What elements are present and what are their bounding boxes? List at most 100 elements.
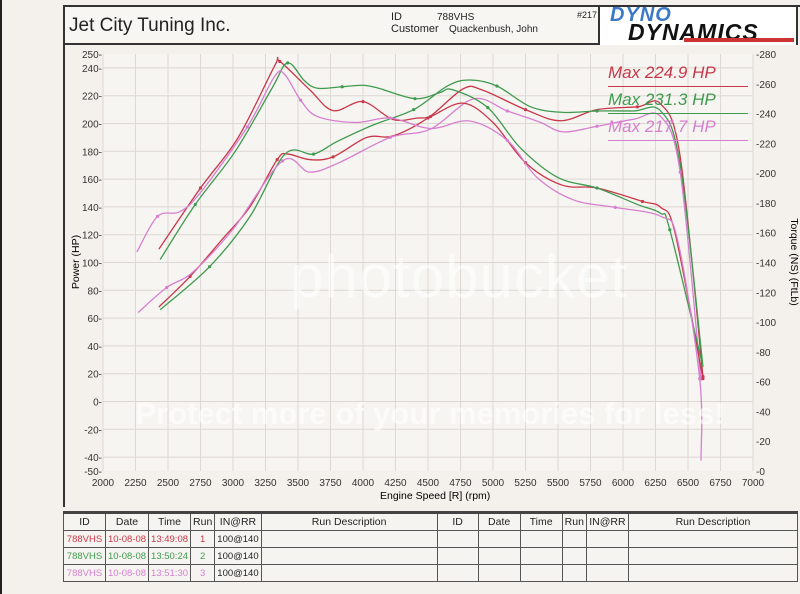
chart-axes: 2000 2250 2500 2750 3000 3250 3500 3750 4000 4250… xyxy=(82,50,776,489)
x-tick-label: 3750 xyxy=(319,478,342,489)
data-point-run3-power xyxy=(165,285,169,290)
data-point-run2-power xyxy=(208,265,212,269)
series-run2-power xyxy=(159,79,704,367)
col-id: ID xyxy=(63,511,106,531)
data-point-run3-torque xyxy=(388,116,392,120)
x-tick-label: 6000 xyxy=(612,478,635,489)
x-tick-label: 2000 xyxy=(92,478,115,489)
data-point-run3-power xyxy=(388,135,392,139)
x-tick-label: 3250 xyxy=(254,478,277,489)
data-point-run1-torque xyxy=(198,186,203,190)
x-axis-label: Engine Speed [R] (rpm) xyxy=(380,490,490,502)
y2-tick-label: -60 xyxy=(756,378,771,389)
y2-tick-label: -0 xyxy=(756,467,765,478)
logo-text-dyno: DYNO xyxy=(610,7,672,26)
x-tick-label: 4750 xyxy=(449,478,472,489)
y2-tick-label: -180 xyxy=(756,199,776,210)
y-tick-label: 220- xyxy=(82,92,102,103)
data-point-run2-torque xyxy=(413,97,417,101)
data-point-run2-power xyxy=(595,109,599,113)
report-header: Jet City Tuning Inc. ID 788VHS Customer … xyxy=(63,5,798,45)
company-name: Jet City Tuning Inc. xyxy=(69,15,231,36)
scan-edge xyxy=(0,0,2,594)
y-tick-label: -40- xyxy=(84,453,102,464)
x-tick-label: 6250 xyxy=(644,478,667,489)
data-point-run1-torque xyxy=(278,59,282,64)
legend-item-run2: Max 231.3 HP xyxy=(608,87,748,114)
y2-tick-label: -160 xyxy=(756,229,776,240)
data-point-run3-power xyxy=(505,109,509,113)
x-tick-label: 5000 xyxy=(482,478,505,489)
data-point-run2-torque xyxy=(193,202,197,207)
y2-tick-label: -260 xyxy=(756,80,776,91)
cell-inrr: 100@140 xyxy=(214,564,262,582)
data-point-run1-power xyxy=(275,158,279,162)
data-point-run2-power xyxy=(495,84,499,88)
series-run1-torque xyxy=(158,56,704,379)
y-tick-label: 20- xyxy=(88,370,102,381)
cell-time: 13:50:24 xyxy=(148,547,192,565)
x-tick-label: 6750 xyxy=(709,478,732,489)
y-tick-label: 80- xyxy=(88,286,102,297)
watermark-logo-text: photobucket xyxy=(290,243,628,310)
x-tick-label: 2750 xyxy=(189,478,212,489)
x-tick-label: 5500 xyxy=(547,478,570,489)
x-tick-label: 3000 xyxy=(222,478,245,489)
col-date: Date xyxy=(104,511,150,531)
y-tick-label: 0- xyxy=(93,398,102,409)
y2-tick-label: -140 xyxy=(756,259,776,270)
data-point-run1-torque xyxy=(701,377,705,381)
y-tick-label: 160- xyxy=(82,175,102,186)
data-point-run3-torque xyxy=(505,138,509,142)
y2-tick-label: -280 xyxy=(756,50,776,61)
cell-run: 1 xyxy=(190,530,216,548)
y-tick-label: 40- xyxy=(88,342,102,353)
chart-grid xyxy=(102,54,754,471)
run-table: ID Date Time Run IN@RR Run Description I… xyxy=(63,511,799,582)
data-point-run3-power xyxy=(280,159,284,163)
data-point-run2-torque xyxy=(340,85,344,89)
x-tick-label: 4000 xyxy=(352,478,375,489)
col-time-2: Time xyxy=(519,511,563,531)
data-point-run2-torque xyxy=(668,228,672,232)
y-tick-label: 200- xyxy=(82,120,102,131)
cell-id: 788VHS xyxy=(63,530,106,548)
data-point-run2-torque xyxy=(286,61,290,65)
y-tick-label: 240- xyxy=(82,64,102,75)
cell-date: 10-08-08 xyxy=(104,564,150,582)
data-point-run1-power xyxy=(331,155,335,159)
chart-legend: Max 224.9 HP Max 231.3 HP Max 217.7 HP xyxy=(608,60,748,141)
cell-date: 10-08-08 xyxy=(104,530,150,548)
y2-tick-label: -120 xyxy=(756,288,776,299)
cell-inrr: 100@140 xyxy=(214,530,262,548)
cell-run: 3 xyxy=(190,564,216,582)
data-point-run3-torque xyxy=(698,377,702,381)
data-point-run2-power xyxy=(312,152,316,156)
y2-tick-label: -40 xyxy=(756,407,771,418)
x-tick-label: 4500 xyxy=(417,478,440,489)
y-tick-label: 250- xyxy=(82,50,102,61)
id-label: ID xyxy=(391,11,402,23)
y2-tick-label: -20 xyxy=(756,437,771,448)
col-time: Time xyxy=(148,511,192,531)
cell-time: 13:49:08 xyxy=(148,530,192,548)
col-id-2: ID xyxy=(436,511,479,531)
y-tick-label: 120- xyxy=(82,231,102,242)
y2-axis-label: Torque (NS) (FtLb) xyxy=(788,218,800,306)
dyno-chart: 2000 2250 2500 2750 3000 3250 3500 3750 4000 4250… xyxy=(70,50,800,502)
data-point-run3-torque xyxy=(245,125,249,129)
y-axis-label: Power (HP) xyxy=(70,235,82,289)
col-run: Run xyxy=(190,511,216,531)
data-point-run3-torque xyxy=(156,214,160,218)
data-point-run3-power xyxy=(595,124,599,128)
data-point-run1-power xyxy=(635,105,639,109)
col-run-description-2: Run Description xyxy=(627,511,799,531)
y-tick-label: 180- xyxy=(82,147,102,158)
data-point-run1-torque xyxy=(640,199,645,204)
y2-tick-label: -220 xyxy=(756,139,776,150)
x-tick-label: 4250 xyxy=(384,478,407,489)
x-tick-label: 2250 xyxy=(124,478,147,489)
col-run-2: Run xyxy=(561,511,587,531)
y-tick-label: -20- xyxy=(84,425,102,436)
series-run3-torque xyxy=(136,70,703,461)
